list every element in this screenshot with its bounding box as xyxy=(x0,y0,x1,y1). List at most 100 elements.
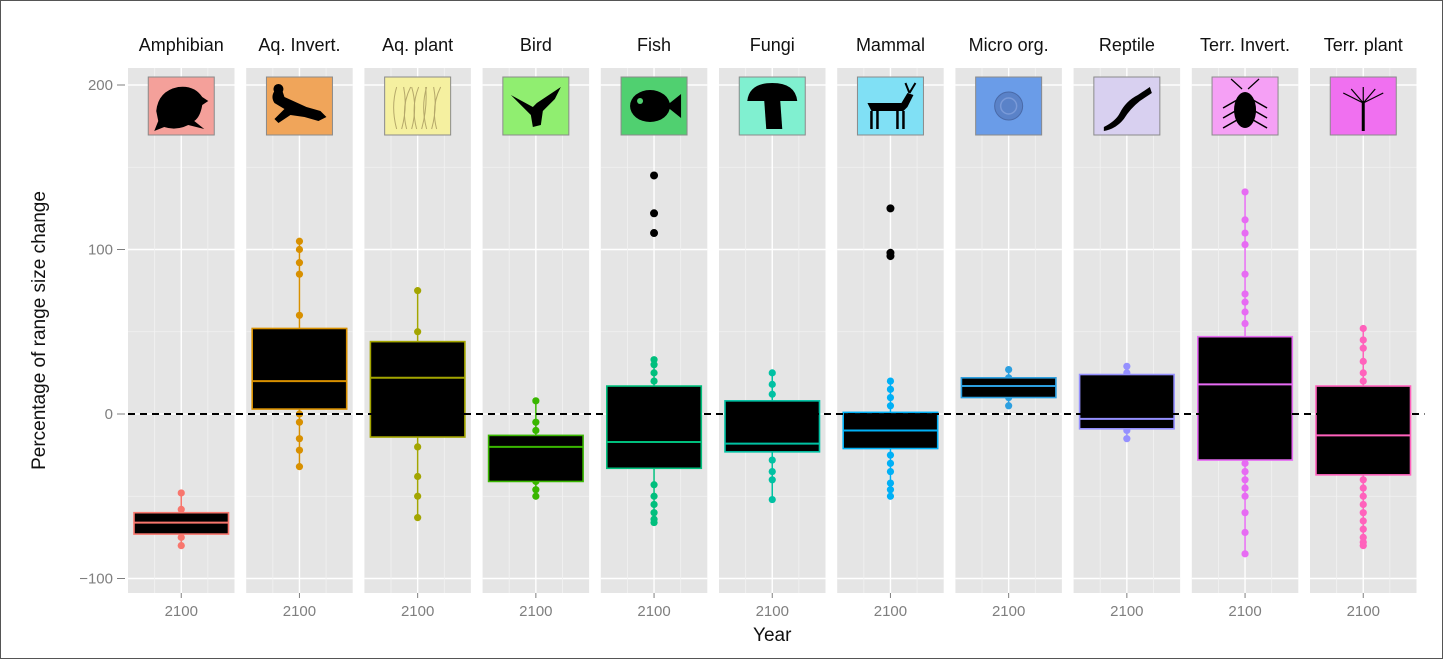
mushroom-cap xyxy=(747,83,798,101)
facet-label: Amphibian xyxy=(139,35,224,55)
mushroom-stem xyxy=(764,101,783,129)
data-point xyxy=(650,356,658,364)
data-point xyxy=(1123,362,1131,370)
x-tick-label: 2100 xyxy=(756,603,789,620)
data-point xyxy=(768,390,776,398)
box-iqr xyxy=(605,385,703,470)
panel-terr-invert: Terr. Invert. 2100 xyxy=(1191,35,1299,620)
data-point xyxy=(414,514,422,522)
x-tick-label: 2100 xyxy=(1110,603,1143,620)
tree-branch xyxy=(1342,92,1364,104)
tree-branch xyxy=(1350,88,1364,104)
data-point xyxy=(532,397,540,405)
facet-label: Reptile xyxy=(1099,35,1155,55)
facet-label: Bird xyxy=(520,35,552,55)
cockroach-leg xyxy=(1222,109,1238,119)
data-point xyxy=(650,509,658,517)
cockroach-leg xyxy=(1252,109,1268,119)
facet-label: Terr. plant xyxy=(1324,35,1403,55)
lobster-shape xyxy=(272,84,327,123)
data-point xyxy=(768,456,776,464)
data-point xyxy=(1359,357,1367,365)
facet-label: Fish xyxy=(637,35,671,55)
lizard-shape xyxy=(1103,87,1152,131)
data-point xyxy=(1241,270,1249,278)
box-iqr xyxy=(251,327,348,410)
plant-stem xyxy=(393,86,398,130)
panel-reptile: Reptile 2100 xyxy=(1073,35,1181,620)
box-iqr xyxy=(1197,335,1294,461)
tree-branch xyxy=(1362,92,1384,104)
data-point xyxy=(295,463,304,471)
data-point xyxy=(414,287,422,295)
x-tick-label: 2100 xyxy=(283,603,316,620)
x-tick-label: 2100 xyxy=(401,603,434,620)
data-point xyxy=(414,492,422,500)
fish-eye xyxy=(637,98,644,104)
cockroach-leg xyxy=(1222,119,1238,129)
data-point xyxy=(295,259,304,267)
data-point xyxy=(1123,435,1131,443)
data-point xyxy=(1359,509,1367,517)
outlier-point xyxy=(886,252,895,261)
plant-stem xyxy=(403,86,412,130)
x-tick-label: 2100 xyxy=(519,603,552,620)
data-point xyxy=(177,542,185,550)
plant-stem xyxy=(413,86,420,130)
y-tick-label: 0 xyxy=(105,406,113,423)
data-point xyxy=(1241,290,1249,298)
cockroach-leg xyxy=(1252,99,1268,109)
cockroach-icon xyxy=(1211,76,1279,136)
data-point xyxy=(650,377,658,385)
data-point xyxy=(768,476,776,484)
panel-aq-plant: Aq. plant 2100 xyxy=(364,35,471,620)
data-point xyxy=(532,418,540,426)
data-point xyxy=(886,402,895,410)
data-point xyxy=(1359,324,1367,333)
plant-stem xyxy=(423,86,428,130)
facet-label: Mammal xyxy=(856,35,925,55)
data-point xyxy=(295,418,304,426)
outlier-point xyxy=(650,171,659,180)
cockroach-leg xyxy=(1222,99,1238,109)
panel-fungi: Fungi 2100 xyxy=(719,35,826,620)
data-point xyxy=(1359,525,1367,533)
facet-label: Fungi xyxy=(750,35,795,55)
plant-stem xyxy=(433,86,442,130)
data-point xyxy=(650,518,658,527)
microbe-icon xyxy=(975,76,1043,136)
cockroach-antennae xyxy=(1230,78,1260,90)
panel-micro-org: Micro org. 2100 xyxy=(955,35,1062,620)
data-point xyxy=(1359,500,1367,509)
data-point xyxy=(768,467,776,476)
data-point xyxy=(414,443,422,451)
x-tick-label: 2100 xyxy=(637,603,670,620)
data-point xyxy=(1241,216,1249,224)
fish-icon xyxy=(620,76,688,136)
data-point xyxy=(295,446,304,454)
data-point xyxy=(650,481,658,489)
data-point xyxy=(1241,188,1249,196)
deer-icon xyxy=(856,76,924,136)
lobster-claw xyxy=(273,84,284,94)
x-tick-label: 2100 xyxy=(1228,603,1261,620)
data-point xyxy=(1005,365,1013,374)
facet-label: Micro org. xyxy=(969,35,1049,55)
data-point xyxy=(1241,229,1249,237)
data-point xyxy=(1241,484,1249,492)
data-point xyxy=(1241,308,1249,316)
data-point xyxy=(295,270,304,278)
data-point xyxy=(177,505,185,514)
bird-icon xyxy=(502,76,570,136)
x-axis-title: Year xyxy=(753,625,792,646)
data-point xyxy=(886,451,895,459)
data-point xyxy=(1359,377,1367,385)
x-tick-label: 2100 xyxy=(165,603,198,620)
data-point xyxy=(532,492,540,500)
facet-label: Terr. Invert. xyxy=(1200,35,1290,55)
data-point xyxy=(177,489,185,497)
panel-aq-invert: Aq. Invert. 2100 xyxy=(246,35,353,620)
data-point xyxy=(1359,533,1367,541)
deer-body xyxy=(867,93,914,111)
data-point xyxy=(1359,369,1367,377)
